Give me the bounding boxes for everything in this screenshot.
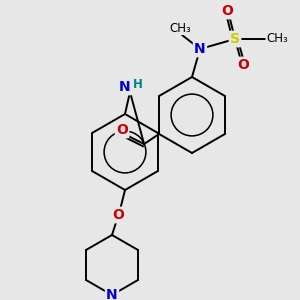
Text: N: N (106, 288, 118, 300)
Text: N: N (194, 42, 206, 56)
Text: H: H (133, 77, 143, 91)
Text: O: O (116, 123, 128, 137)
Text: CH₃: CH₃ (169, 22, 191, 34)
Text: CH₃: CH₃ (266, 32, 288, 46)
Text: N: N (119, 80, 131, 94)
Text: S: S (230, 32, 240, 46)
Text: O: O (112, 208, 124, 222)
Text: O: O (237, 58, 249, 72)
Text: O: O (221, 4, 233, 18)
